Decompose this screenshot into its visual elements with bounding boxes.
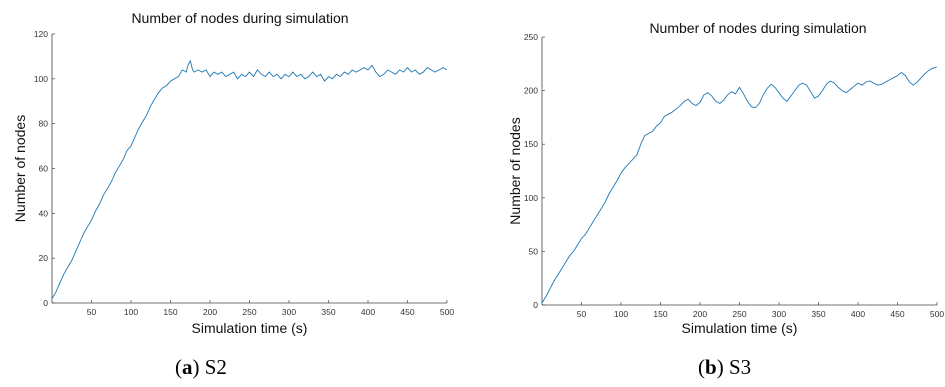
- y-tick-label: 40: [39, 208, 49, 218]
- x-tick-label: 250: [732, 309, 746, 319]
- x-tick-label: 150: [653, 309, 667, 319]
- y-tick-label: 0: [43, 298, 48, 308]
- x-tick-label: 50: [577, 309, 587, 319]
- y-tick-label: 250: [524, 32, 538, 42]
- x-tick-label: 150: [163, 307, 177, 317]
- caption-a-label: S2: [204, 355, 227, 379]
- y-tick-label: 150: [524, 139, 538, 149]
- x-tick-label: 350: [321, 307, 335, 317]
- caption-a-letter: a: [182, 355, 193, 379]
- x-axis-label: Simulation time (s): [192, 320, 308, 336]
- x-tick-label: 100: [124, 307, 138, 317]
- y-axis-label: Number of nodes: [507, 117, 523, 224]
- x-tick-label: 300: [772, 309, 786, 319]
- y-tick-label: 80: [39, 119, 49, 129]
- y-tick-label: 120: [34, 29, 48, 39]
- x-tick-label: 200: [203, 307, 217, 317]
- chart-s3: Number of nodes during simulation 0 50 100 1…: [507, 20, 944, 336]
- x-tick-label: 250: [242, 307, 256, 317]
- chart-title: Number of nodes during simulation: [649, 20, 866, 36]
- x-tick-label: 300: [282, 307, 296, 317]
- series-line: [51, 59, 448, 299]
- x-tick-label: 450: [890, 309, 904, 319]
- x-tick-label: 400: [851, 309, 865, 319]
- series-line: [541, 66, 938, 304]
- y-tick-label: 50: [529, 246, 539, 256]
- x-tick-label: 400: [361, 307, 375, 317]
- chart-s2: Number of nodes during simulation 0 20 40 60…: [12, 10, 454, 336]
- y-axis-label: Number of nodes: [12, 115, 28, 222]
- y-tick-label: 200: [524, 86, 538, 96]
- caption-b-letter: b: [705, 355, 717, 379]
- x-axis-label: Simulation time (s): [682, 320, 798, 336]
- caption-b-label: S3: [728, 355, 752, 379]
- x-tick-label: 350: [811, 309, 825, 319]
- x-tick-label: 500: [930, 309, 944, 319]
- x-tick-label: 200: [693, 309, 707, 319]
- x-tick-label: 50: [87, 307, 97, 317]
- x-tick-label: 450: [400, 307, 414, 317]
- x-tick-label: 100: [614, 309, 628, 319]
- y-tick-label: 100: [34, 74, 48, 84]
- y-tick-label: 0: [533, 300, 538, 310]
- caption-b: (b) S3: [698, 355, 752, 379]
- caption-a: (a) S2: [175, 355, 227, 379]
- y-tick-label: 20: [39, 253, 49, 263]
- y-tick-label: 60: [39, 164, 49, 174]
- x-tick-label: 500: [440, 307, 454, 317]
- y-tick-label: 100: [524, 193, 538, 203]
- chart-title: Number of nodes during simulation: [131, 10, 348, 26]
